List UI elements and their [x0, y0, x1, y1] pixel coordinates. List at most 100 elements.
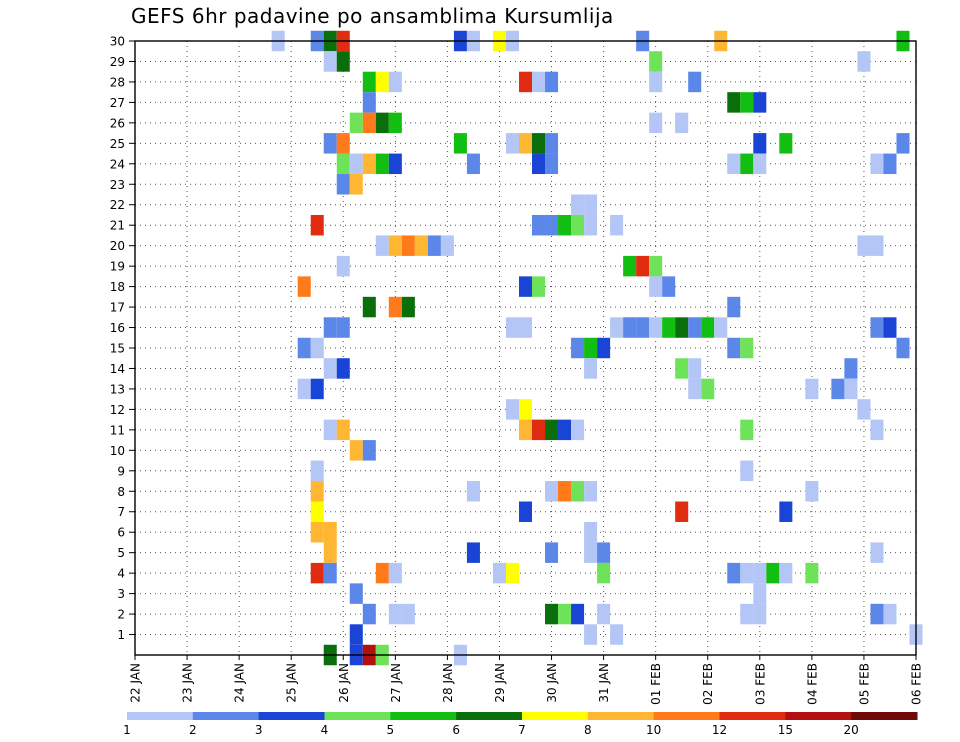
- data-cell: [831, 378, 845, 400]
- colorbar-label: 4: [321, 723, 329, 737]
- y-tick-label: 20: [110, 239, 125, 253]
- data-cell: [688, 71, 702, 93]
- data-cell: [649, 71, 663, 93]
- data-cell: [883, 317, 897, 338]
- colorbar-swatch: [127, 712, 194, 720]
- x-tick-label: 04 FEB: [805, 663, 819, 705]
- data-cell: [362, 440, 376, 461]
- data-cell: [336, 133, 350, 154]
- data-cell: [323, 521, 337, 543]
- data-cell: [336, 358, 350, 379]
- data-cell: [753, 92, 767, 113]
- data-cell: [310, 214, 324, 236]
- data-cell: [349, 112, 363, 134]
- x-tick-label: 24 JAN: [233, 663, 247, 703]
- data-cell: [375, 112, 389, 134]
- data-cell: [545, 153, 559, 175]
- data-cell: [870, 153, 884, 175]
- data-cell: [310, 460, 324, 482]
- y-axis: 1234567891011121314151617181920212223242…: [110, 35, 135, 642]
- data-cell: [701, 378, 715, 400]
- x-tick-label: 23 JAN: [181, 663, 195, 703]
- colorbar-swatch: [192, 712, 260, 720]
- data-cell: [636, 255, 650, 277]
- data-cell: [753, 153, 767, 175]
- data-cell: [323, 562, 337, 584]
- colorbar-label: 2: [189, 723, 197, 737]
- data-cell: [297, 276, 311, 297]
- data-cell: [545, 133, 559, 154]
- data-cell: [753, 583, 767, 604]
- data-cell: [558, 481, 572, 502]
- y-tick-label: 18: [110, 280, 125, 294]
- data-cell: [610, 317, 624, 338]
- y-tick-label: 6: [117, 526, 125, 540]
- data-cell: [388, 153, 402, 175]
- data-cell: [649, 317, 663, 338]
- y-tick-label: 15: [110, 342, 125, 356]
- data-cell: [427, 235, 441, 256]
- data-cell: [362, 153, 376, 175]
- data-cell: [870, 603, 884, 625]
- data-cell: [584, 481, 598, 502]
- data-cell: [545, 603, 559, 625]
- data-cell: [805, 481, 819, 502]
- x-tick-label: 27 JAN: [389, 663, 403, 703]
- data-cell: [584, 214, 598, 236]
- data-cell: [297, 378, 311, 400]
- y-tick-label: 26: [110, 116, 125, 130]
- data-cell: [336, 153, 350, 175]
- colorbar-swatch: [456, 712, 523, 720]
- y-tick-label: 27: [110, 96, 125, 110]
- data-cell: [349, 440, 363, 461]
- colorbar-label: 1: [123, 723, 131, 737]
- x-tick-label: 29 JAN: [493, 663, 507, 703]
- data-cell: [388, 235, 402, 256]
- data-cell: [297, 337, 311, 359]
- data-cell: [545, 481, 559, 502]
- data-cell: [571, 337, 585, 359]
- data-cell: [753, 133, 767, 154]
- data-cell: [675, 112, 689, 134]
- data-cell: [727, 562, 741, 584]
- data-cell: [649, 255, 663, 277]
- data-cell: [584, 521, 598, 543]
- y-tick-label: 9: [117, 464, 125, 478]
- data-cell: [688, 378, 702, 400]
- data-cell: [518, 399, 533, 420]
- data-cell: [896, 133, 910, 154]
- data-cell: [558, 419, 572, 441]
- data-cell: [558, 214, 572, 236]
- x-tick-label: 25 JAN: [285, 663, 299, 703]
- data-cell: [844, 358, 858, 379]
- data-cell: [571, 419, 585, 441]
- data-cell: [753, 603, 767, 625]
- data-cell: [453, 133, 467, 154]
- data-cell: [532, 419, 546, 441]
- data-cell: [740, 337, 754, 359]
- data-cell: [727, 337, 741, 359]
- data-cell: [584, 358, 598, 379]
- colorbar-swatch: [324, 712, 391, 720]
- x-tick-label: 31 JAN: [597, 663, 611, 703]
- data-cell: [323, 317, 337, 338]
- data-cell: [701, 317, 715, 338]
- colorbar-label: 7: [518, 723, 526, 737]
- data-cell: [545, 214, 559, 236]
- data-cell: [714, 317, 728, 338]
- data-cell: [584, 194, 598, 215]
- data-cell: [857, 51, 871, 72]
- data-cell: [388, 562, 402, 584]
- data-cell: [610, 624, 624, 645]
- data-cell: [532, 276, 546, 297]
- data-cell: [545, 71, 559, 93]
- data-cell: [518, 419, 533, 441]
- data-cell: [662, 317, 676, 338]
- data-cell: [779, 501, 793, 522]
- y-tick-label: 16: [110, 321, 125, 335]
- y-tick-label: 1: [117, 628, 125, 642]
- data-cell: [675, 317, 689, 338]
- x-tick-label: 01 FEB: [649, 663, 663, 705]
- data-cell: [388, 112, 402, 134]
- data-cell: [649, 276, 663, 297]
